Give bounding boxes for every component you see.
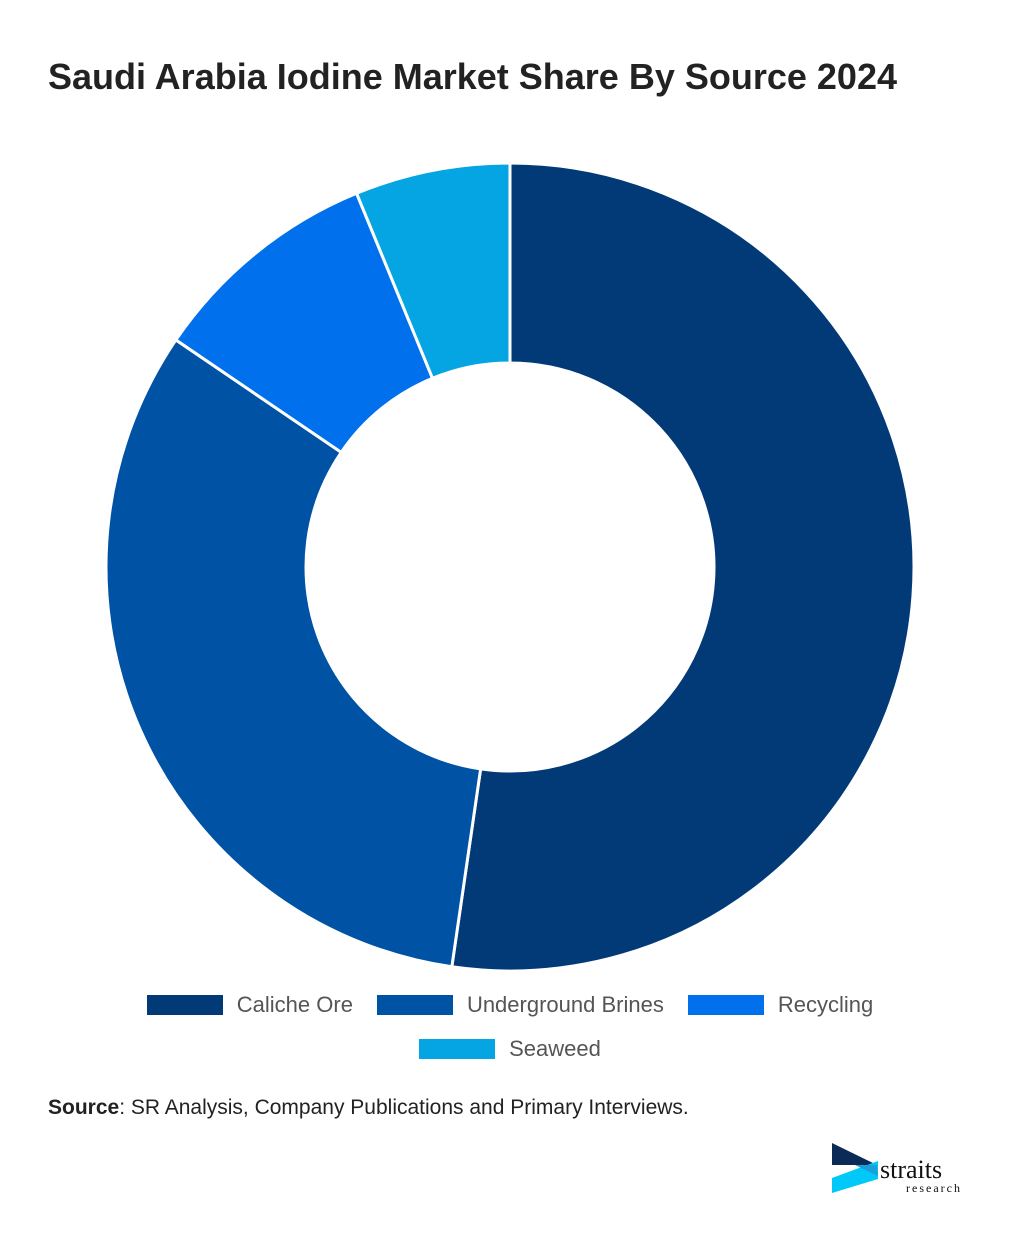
legend-label: Seaweed: [509, 1036, 601, 1061]
legend-swatch: [146, 995, 223, 1015]
legend-label: Recycling: [777, 992, 874, 1017]
straits-logo: straits research: [832, 1143, 962, 1195]
legend-item: Underground Brines: [376, 992, 664, 1018]
svg-text:straits: straits: [880, 1155, 942, 1184]
slice-caliche-ore: [450, 161, 916, 973]
legend-item: Seaweed: [419, 1036, 601, 1062]
donut-chart: [104, 161, 916, 973]
legend-label: Caliche Ore: [236, 992, 353, 1017]
source-note: Source: SR Analysis, Company Publication…: [48, 1096, 689, 1120]
legend: Caliche Ore Underground Brines Recycling S…: [0, 992, 1020, 1080]
source-label: Source: [48, 1096, 120, 1119]
legend-swatch: [419, 1039, 496, 1059]
legend-item: Recycling: [687, 992, 874, 1018]
legend-swatch: [687, 995, 764, 1015]
slice-seaweed: [354, 161, 512, 381]
legend-item: Caliche Ore: [146, 992, 353, 1018]
chart-title: Saudi Arabia Iodine Market Share By Sour…: [48, 56, 897, 97]
svg-text:research: research: [906, 1181, 962, 1195]
legend-swatch: [376, 995, 453, 1015]
slice-underground-brines: [104, 337, 483, 969]
legend-label: Underground Brines: [466, 992, 664, 1017]
source-text: : SR Analysis, Company Publications and …: [119, 1096, 689, 1119]
